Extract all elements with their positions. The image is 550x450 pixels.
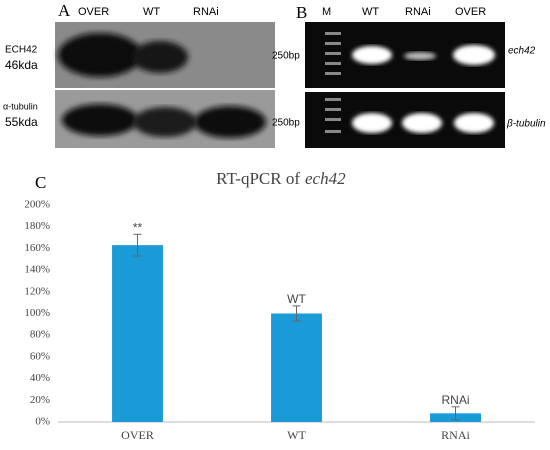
band [404, 52, 436, 60]
row-name: ECH42 [5, 45, 38, 56]
marker-label: 250bp [272, 51, 300, 62]
y-tick-label: 20% [30, 394, 50, 406]
marker-label: 250bp [272, 118, 300, 129]
band [454, 113, 494, 133]
row-name: α-tubulin [3, 101, 38, 111]
annotation: WT [287, 292, 306, 306]
lane-label: RNAi [193, 6, 219, 18]
chart-title-gene: ech42 [305, 169, 346, 188]
x-tick-label: RNAi [441, 428, 470, 442]
band [352, 113, 392, 133]
row-size: 55kda [5, 115, 38, 129]
y-tick-label: 60% [30, 350, 50, 362]
bar [112, 245, 163, 422]
gene-label: ech42 [508, 46, 536, 57]
lane-label: OVER [455, 6, 486, 18]
y-tick-label: 40% [30, 372, 50, 384]
gene-label: β-tubulin [506, 119, 546, 130]
band [194, 106, 266, 138]
error-bar [451, 406, 460, 421]
error-bar [133, 233, 142, 257]
band [62, 104, 138, 136]
y-tick-label: 80% [30, 329, 50, 341]
y-tick-label: 140% [24, 264, 50, 276]
chart-title: RT-qPCR of [216, 169, 300, 188]
band [402, 113, 442, 133]
lane-label: OVER [78, 6, 109, 18]
x-tick-label: WT [287, 428, 306, 442]
annotation: ** [133, 220, 143, 234]
y-tick-label: 0% [35, 416, 50, 428]
y-tick-label: 120% [24, 285, 50, 297]
x-tick-label: OVER [121, 428, 154, 442]
y-tick-label: 100% [24, 307, 50, 319]
y-tick-label: 180% [24, 220, 50, 232]
lane-label: RNAi [405, 6, 431, 18]
panel-label: B [296, 3, 307, 22]
annotation: RNAi [441, 393, 469, 407]
band [352, 46, 392, 64]
lane-label: M [322, 6, 331, 18]
lane-label: WT [143, 6, 160, 18]
y-tick-label: 200% [24, 199, 50, 211]
row-size: 46kda [5, 58, 38, 72]
error-bar [292, 305, 301, 322]
band [58, 33, 142, 77]
y-tick-label: 160% [24, 242, 50, 254]
panel-label: A [58, 1, 71, 20]
bar [271, 313, 322, 422]
band [133, 107, 197, 137]
lane-label: WT [362, 6, 379, 18]
ladder [325, 32, 341, 133]
band [132, 41, 188, 73]
band [453, 45, 495, 65]
panel-label: C [35, 173, 46, 192]
